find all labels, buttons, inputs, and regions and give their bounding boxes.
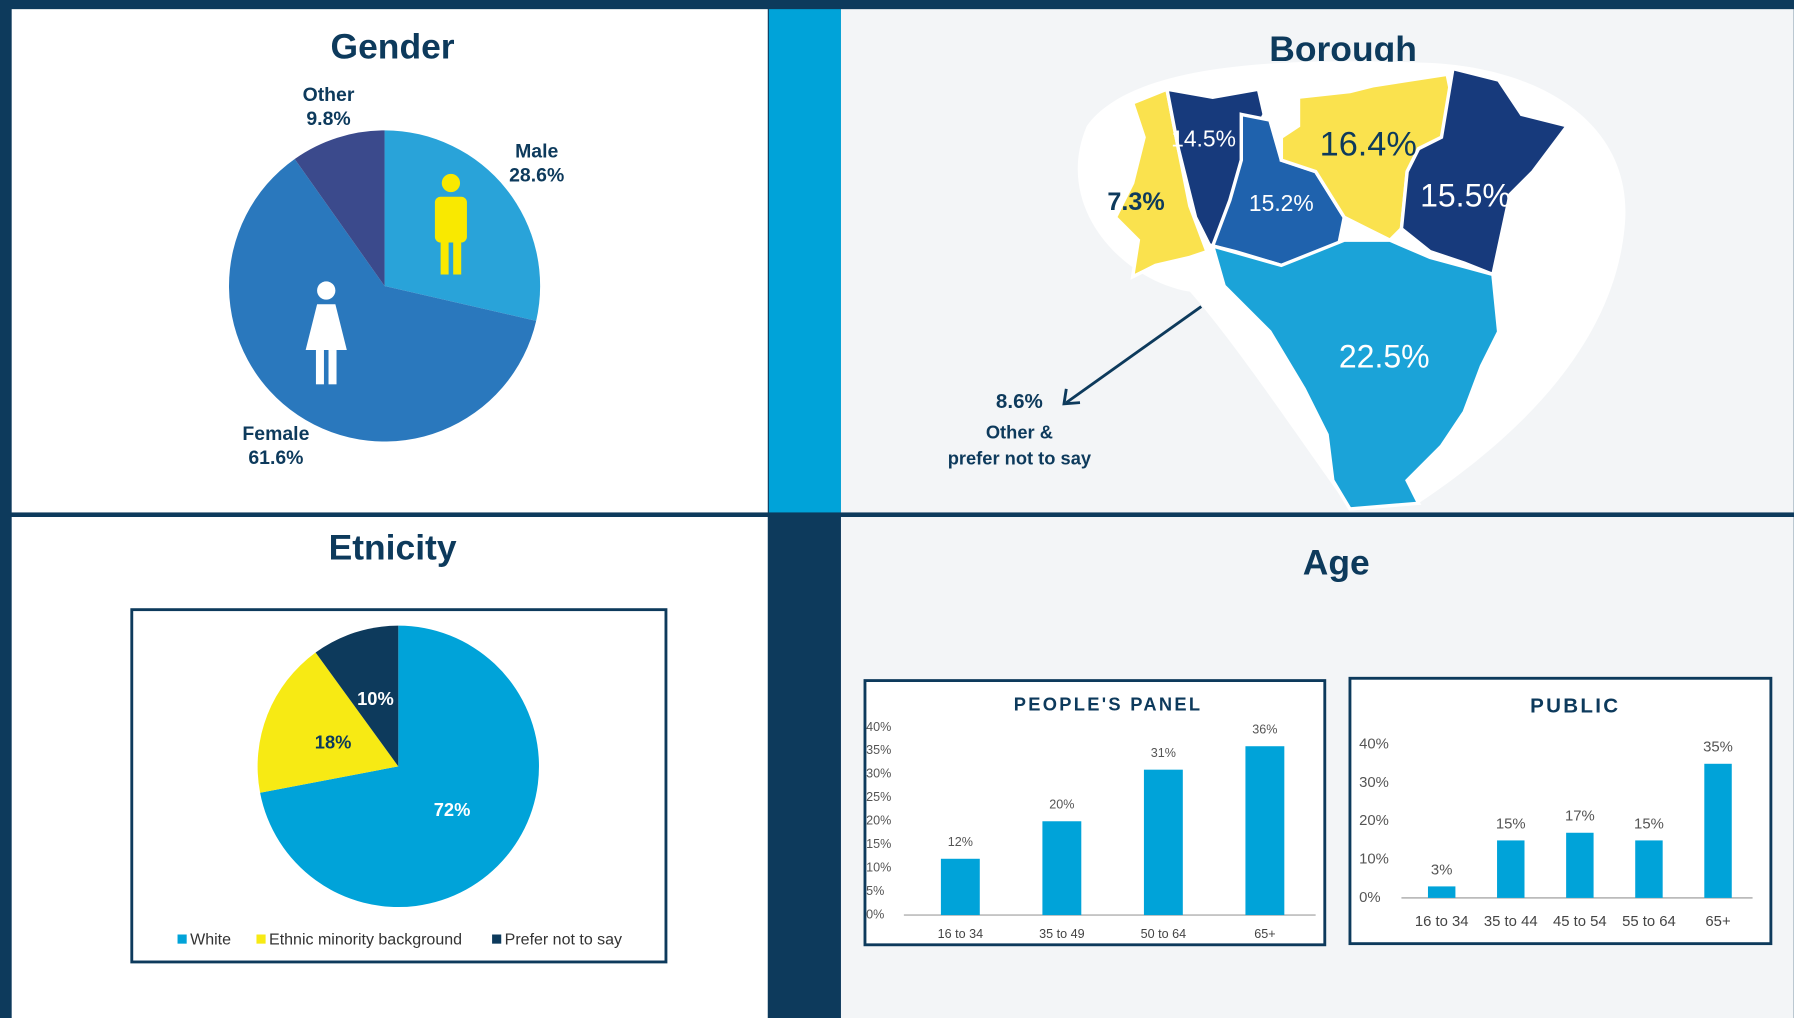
y-tick-label: 40% xyxy=(1359,737,1389,753)
icon xyxy=(434,196,467,243)
y-tick-label: 10% xyxy=(1359,852,1389,868)
pie-slice xyxy=(260,625,539,908)
slice-value: 10% xyxy=(357,688,394,709)
x-tick-label: 65+ xyxy=(1254,927,1275,941)
y-tick-label: 35% xyxy=(866,743,891,757)
slice-value: 18% xyxy=(315,731,352,752)
chart-frame xyxy=(1348,676,1773,946)
bar xyxy=(1143,769,1183,916)
y-tick-label: 0% xyxy=(866,907,884,921)
icon xyxy=(317,281,336,300)
bar xyxy=(940,858,980,916)
x-tick-label: 35 to 49 xyxy=(1039,927,1084,941)
x-tick-label: 45 to 54 xyxy=(1553,914,1607,930)
region-label: 14.5% xyxy=(1171,126,1236,152)
slice-value: 72% xyxy=(434,799,471,820)
y-tick-label: 10% xyxy=(866,860,891,874)
pie-slice xyxy=(315,625,399,767)
slice-value: 28.6% xyxy=(509,164,564,186)
bar-label: 36% xyxy=(1252,723,1277,737)
icon xyxy=(440,240,449,275)
region-label: 15.2% xyxy=(1249,190,1314,216)
annotation-value: 8.6% xyxy=(996,390,1043,413)
icon xyxy=(328,350,337,385)
y-tick-label: 5% xyxy=(866,884,884,898)
chart-title: PEOPLE'S PANEL xyxy=(1014,694,1203,715)
icon xyxy=(315,350,324,385)
x-tick-label: 16 to 34 xyxy=(1415,914,1469,930)
region-label: 7.3% xyxy=(1107,188,1164,216)
y-tick-label: 20% xyxy=(866,814,891,828)
region-label: 22.5% xyxy=(1339,339,1430,375)
legend-swatch xyxy=(177,934,187,944)
annotation: prefer not to say xyxy=(948,448,1092,469)
legend-label: Ethnic minority background xyxy=(269,931,462,948)
bar xyxy=(1042,821,1082,916)
legend-swatch xyxy=(492,934,502,944)
y-tick-label: 0% xyxy=(1359,890,1380,906)
bar xyxy=(1427,886,1456,898)
map: 7.3% 14.5% 15.2% 16.4% 15.5% 22.5% 8.6% … xyxy=(948,61,1626,511)
x-tick-label: 55 to 64 xyxy=(1622,914,1676,930)
annotation: Other & xyxy=(986,421,1053,442)
bar-label: 35% xyxy=(1703,740,1733,756)
icon xyxy=(305,304,347,351)
legend-label: White xyxy=(190,931,231,948)
y-tick-label: 30% xyxy=(866,767,891,781)
chart-title: Etnicity xyxy=(329,528,457,568)
y-tick-label: 20% xyxy=(1359,813,1389,829)
bar-label: 20% xyxy=(1049,798,1074,812)
bar-label: 3% xyxy=(1431,862,1452,878)
x-tick-label: 35 to 44 xyxy=(1484,914,1538,930)
bar-label: 15% xyxy=(1634,816,1664,832)
bar xyxy=(1245,746,1285,916)
bar xyxy=(1566,832,1594,898)
y-tick-label: 15% xyxy=(866,837,891,851)
section-title: Age xyxy=(1303,542,1370,582)
x-tick-label: 65+ xyxy=(1705,914,1730,930)
legend-label: Prefer not to say xyxy=(505,931,622,948)
legend-swatch xyxy=(256,934,266,944)
icon xyxy=(453,240,462,275)
region-label: 15.5% xyxy=(1420,177,1511,213)
x-tick-label: 50 to 64 xyxy=(1141,927,1186,941)
chart-title: Gender xyxy=(331,27,455,67)
x-tick-label: 16 to 34 xyxy=(938,927,983,941)
slice-label: Male xyxy=(515,140,558,162)
pie-slice xyxy=(229,158,537,442)
region-label: 16.4% xyxy=(1320,125,1417,163)
bar-label: 17% xyxy=(1565,809,1595,825)
annotation-arrow xyxy=(1065,305,1203,404)
slice-value: 61.6% xyxy=(248,447,303,469)
icon xyxy=(441,173,461,193)
arrow-head xyxy=(1062,388,1081,406)
bar-label: 15% xyxy=(1496,816,1526,832)
y-tick-label: 30% xyxy=(1359,775,1389,791)
pie-slice xyxy=(257,652,399,793)
y-tick-label: 25% xyxy=(866,790,891,804)
bar-label: 31% xyxy=(1151,746,1176,760)
chart-title: PUBLIC xyxy=(1530,694,1620,717)
bar xyxy=(1635,840,1663,898)
y-tick-label: 40% xyxy=(866,720,891,734)
bar-label: 12% xyxy=(948,835,973,849)
bar xyxy=(1704,763,1732,898)
slice-label: Female xyxy=(242,423,309,445)
region xyxy=(1399,66,1571,277)
region xyxy=(1210,238,1501,511)
bar xyxy=(1497,840,1525,898)
pie-slice xyxy=(294,130,385,286)
slice-value: 9.8% xyxy=(306,108,350,130)
strip xyxy=(768,9,841,513)
slice-label: Other xyxy=(303,84,355,106)
